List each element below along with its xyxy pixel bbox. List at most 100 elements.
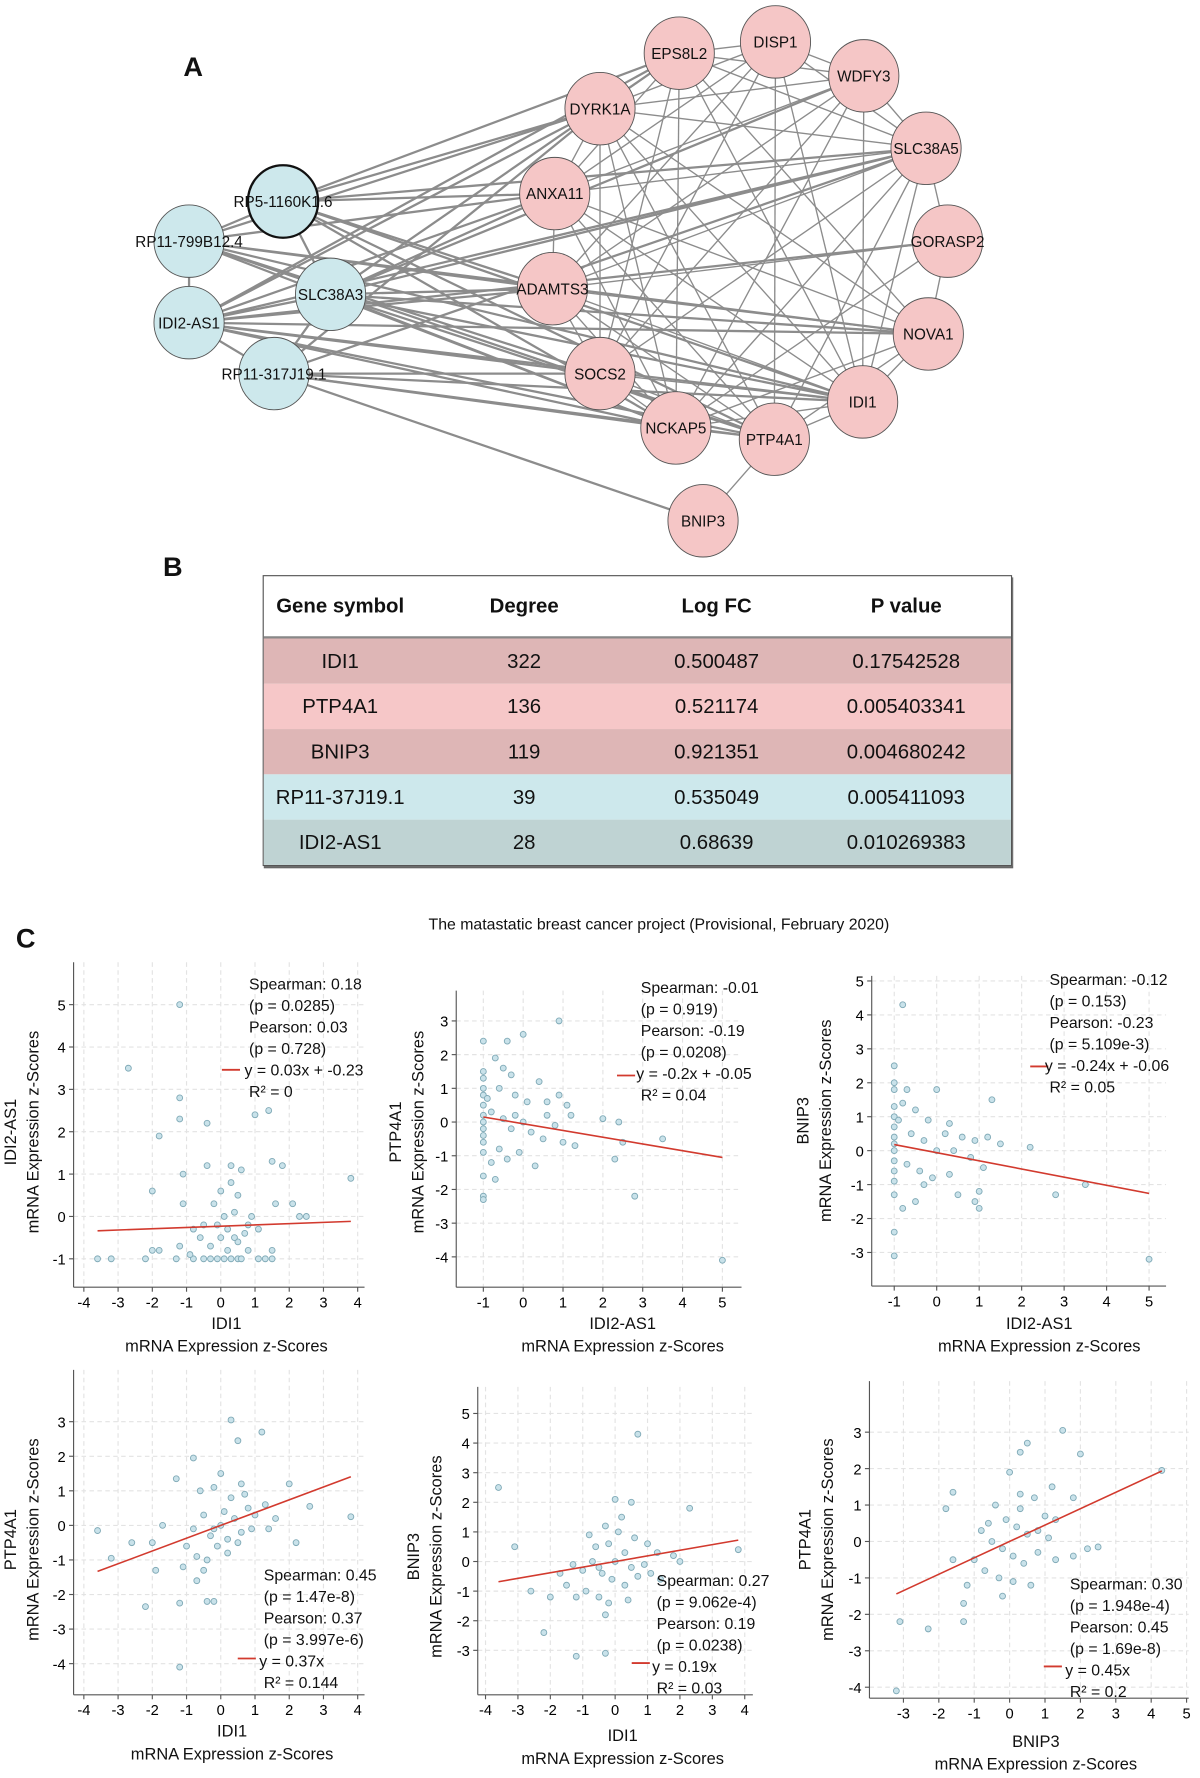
data-point <box>971 1137 979 1144</box>
data-point <box>189 1525 197 1533</box>
data-point <box>890 1086 898 1093</box>
network-node[interactable]: SOCS2 <box>564 336 636 411</box>
data-point <box>196 1234 204 1242</box>
network-node[interactable]: DYRK1A <box>564 72 636 146</box>
network-node[interactable]: IDI2-AS1 <box>153 285 225 360</box>
y-tick-label: 5 <box>856 975 864 991</box>
data-point <box>176 1663 184 1671</box>
data-point <box>614 1528 622 1536</box>
network-node[interactable]: RP5-1160K1.6 <box>234 164 333 239</box>
y-axis-label-units: mRNA Expression z-Scores <box>817 1019 836 1223</box>
y-axis-label: PTP4A1 <box>2 1509 21 1571</box>
x-tick-label: 5 <box>718 1296 726 1312</box>
x-tick-label: 3 <box>708 1703 716 1719</box>
table-header: Gene symbol Degree Log FC P value <box>263 576 1011 639</box>
x-tick-label: -4 <box>77 1703 90 1719</box>
hub-gene-table: Gene symbol Degree Log FC P value IDI1 32… <box>262 575 1013 867</box>
network-node[interactable]: BNIP3 <box>667 484 739 558</box>
data-point <box>224 1246 232 1254</box>
data-point <box>142 1255 149 1263</box>
data-point <box>1081 1181 1089 1188</box>
x-axis-label: BNIP3 <box>1012 1733 1060 1752</box>
y-tick-label: -4 <box>848 1681 861 1697</box>
y-axis-label: BNIP3 <box>405 1532 424 1581</box>
data-point <box>1013 1523 1021 1531</box>
data-point <box>511 1111 519 1119</box>
y-tick-label: 0 <box>856 1144 864 1160</box>
network-node[interactable]: RP11-799B12.4 <box>135 204 243 278</box>
network-node[interactable]: WDFY3 <box>828 39 900 113</box>
network-node[interactable]: NOVA1 <box>892 297 964 371</box>
y-tick-label: 0 <box>853 1535 861 1551</box>
network-edge <box>552 288 929 335</box>
data-point <box>148 1539 156 1547</box>
data-point <box>210 1200 218 1208</box>
network-edge <box>552 288 863 403</box>
x-tick-label: 0 <box>1006 1707 1014 1723</box>
network-node[interactable]: RP11-317J19.1 <box>221 336 326 411</box>
data-point <box>647 1569 655 1577</box>
data-point <box>640 1561 648 1568</box>
data-point <box>946 1171 953 1178</box>
data-point <box>1094 1543 1102 1551</box>
x-tick-label: 2 <box>676 1703 684 1719</box>
stat-text: Spearman: -0.12 <box>1049 970 1168 989</box>
data-point <box>196 1487 204 1495</box>
network-node[interactable]: ADAMTS3 <box>516 252 589 326</box>
data-point <box>479 1101 487 1109</box>
data-point <box>255 1255 262 1263</box>
network-node[interactable]: PTP4A1 <box>738 402 810 476</box>
network-edge <box>554 147 927 195</box>
stat-text: Spearman: 0.18 <box>249 974 362 993</box>
data-point <box>479 1196 487 1203</box>
network-node[interactable]: ANXA11 <box>519 156 591 231</box>
network-node[interactable]: NCKAP5 <box>640 391 712 465</box>
data-point <box>1069 1552 1077 1560</box>
data-point <box>289 1200 297 1208</box>
network-node[interactable]: SLC38A5 <box>890 111 962 185</box>
y-tick-label: 4 <box>462 1437 470 1453</box>
table-cell: 0.500487 <box>674 649 760 672</box>
data-point <box>615 1118 623 1126</box>
node-label: SLC38A3 <box>298 287 363 304</box>
table-cell: 0.005411093 <box>847 785 965 808</box>
y-tick-label: -3 <box>848 1644 861 1660</box>
x-axis-label-units: mRNA Expression z-Scores <box>125 1338 328 1357</box>
y-tick-label: 2 <box>853 1462 861 1478</box>
data-point <box>495 1484 502 1491</box>
data-point <box>595 1593 603 1601</box>
data-point <box>503 1155 511 1163</box>
x-tick-label: 3 <box>319 1296 327 1312</box>
x-tick-label: 2 <box>1076 1707 1084 1723</box>
network-node[interactable]: SLC38A3 <box>295 257 367 332</box>
data-point <box>479 1084 487 1092</box>
y-axis-label: IDI2-AS1 <box>2 1098 21 1166</box>
data-point <box>670 1552 677 1559</box>
regression-line <box>97 1220 351 1232</box>
y-tick-label: 2 <box>57 1125 65 1141</box>
data-point <box>631 1534 638 1542</box>
network-node[interactable]: DISP1 <box>739 5 812 79</box>
data-point <box>251 1111 259 1119</box>
network-edge <box>678 52 864 403</box>
node-circle <box>827 365 899 439</box>
network-edge <box>773 41 777 440</box>
x-tick-label: 4 <box>354 1703 362 1719</box>
y-tick-label: -1 <box>457 1585 470 1601</box>
data-point <box>941 1130 949 1138</box>
data-point <box>491 1054 499 1062</box>
data-point <box>540 1629 548 1636</box>
data-point <box>479 1132 487 1139</box>
network-node[interactable]: GORASP2 <box>911 204 985 278</box>
stat-text: Spearman: 0.45 <box>263 1565 377 1584</box>
data-point <box>896 1618 904 1626</box>
network-node[interactable]: EPS8L2 <box>643 16 715 90</box>
data-point <box>503 1037 511 1045</box>
data-point <box>302 1213 310 1220</box>
node-circle <box>667 484 739 558</box>
data-point <box>627 1564 635 1571</box>
scatter-plot-5: -4 -3 -2 -1 0 1 2 3 4 -3 -2 -1 0 1 2 3 4 5 <box>457 1386 753 1719</box>
data-point <box>234 1191 242 1199</box>
network-node[interactable]: IDI1 <box>827 365 899 439</box>
